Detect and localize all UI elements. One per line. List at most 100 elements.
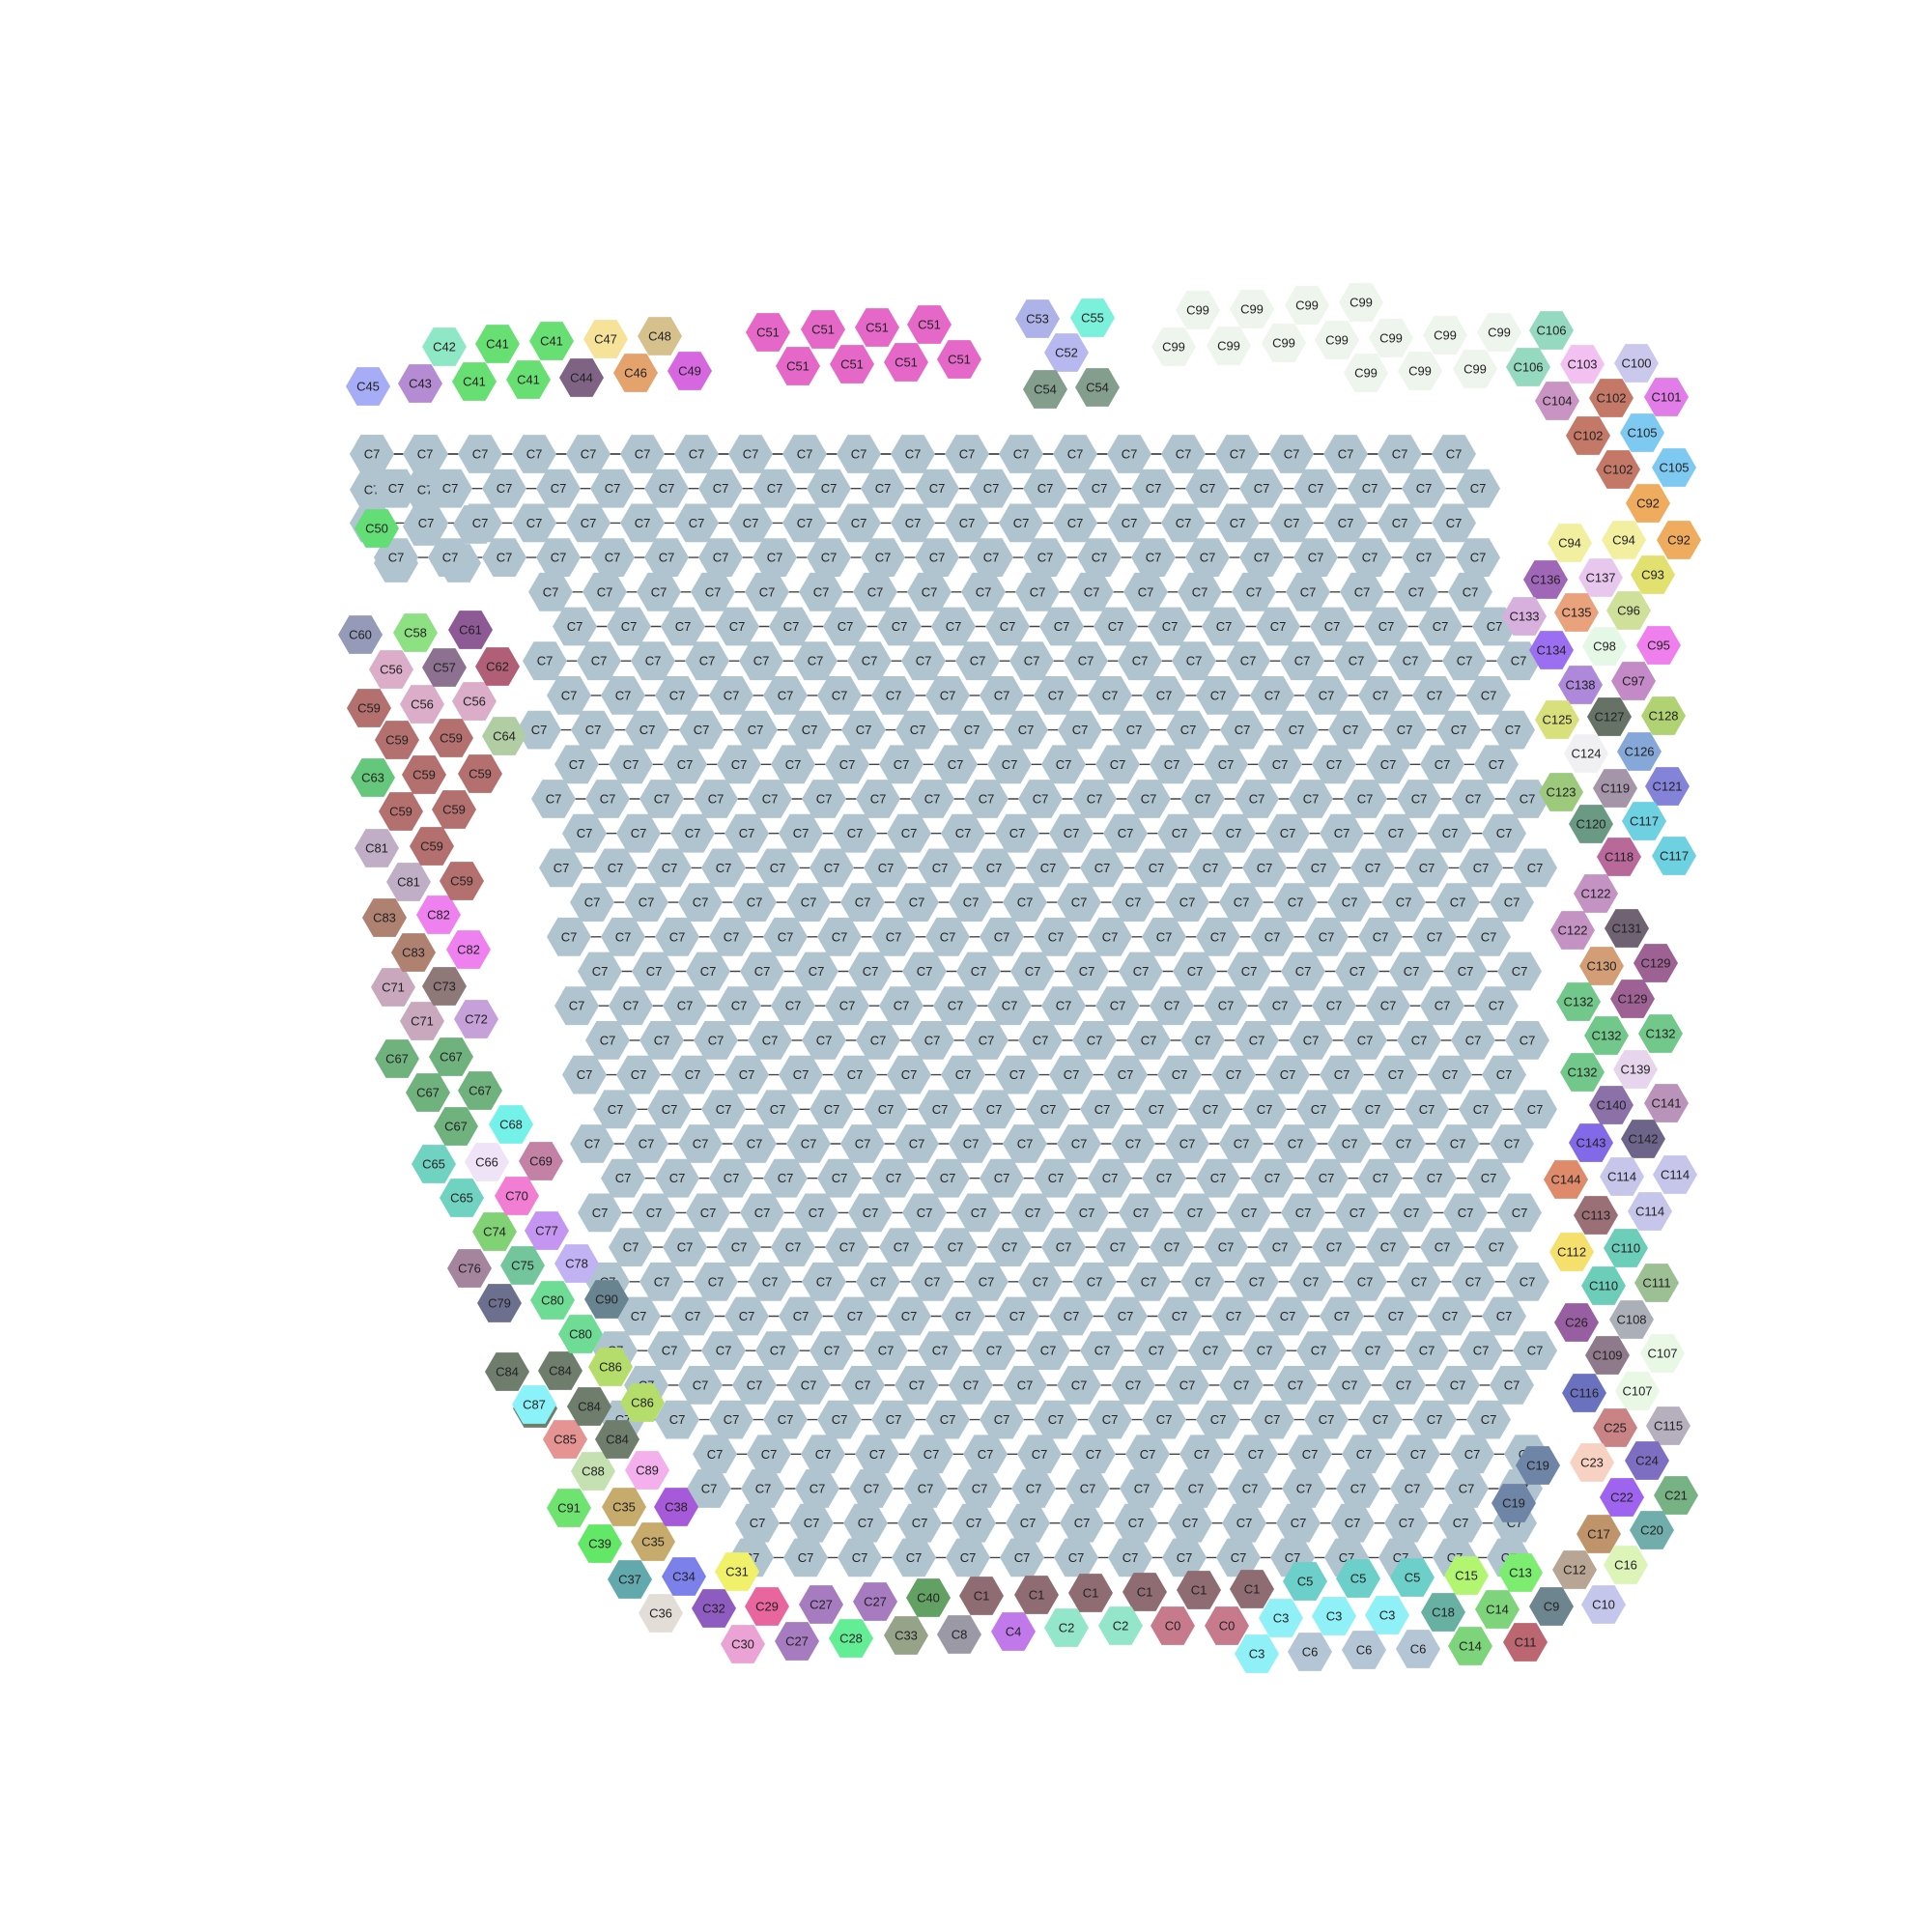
node-label: C7 — [1272, 1240, 1289, 1255]
node-hexagon — [1604, 1546, 1648, 1584]
node-hexagon — [1064, 641, 1108, 681]
node-c7: C7 — [891, 435, 935, 473]
node-c7: C7 — [763, 917, 808, 956]
node-hexagon — [1574, 1196, 1618, 1235]
node-hexagon — [745, 1587, 789, 1626]
node-label: C7 — [979, 792, 995, 807]
node-label: C7 — [955, 1067, 972, 1082]
node-c59: C59 — [375, 721, 419, 759]
node-label: C51 — [786, 359, 810, 374]
node-c126: C126 — [1617, 732, 1662, 771]
node-c1: C1 — [1122, 1573, 1167, 1611]
node-label: C7 — [983, 481, 1000, 496]
node-label: C7 — [701, 1482, 718, 1496]
node-hexagon — [440, 1179, 484, 1217]
node-hexagon — [991, 1612, 1036, 1651]
node-hexagon — [918, 1090, 962, 1129]
node-c7: C7 — [1168, 1503, 1212, 1543]
node-c7: C7 — [1289, 780, 1333, 818]
node-c7: C7 — [833, 1055, 877, 1094]
node-hexagon — [823, 607, 867, 646]
node-label: C7 — [964, 723, 980, 737]
node-hexagon — [717, 986, 761, 1026]
node-c7: C7 — [1034, 676, 1078, 715]
node-label: C7 — [1457, 654, 1473, 668]
node-label: C7 — [940, 1171, 956, 1185]
node-label: C80 — [569, 1327, 592, 1342]
node-label: C7 — [1249, 1033, 1265, 1047]
node-c7: C7 — [1397, 1262, 1441, 1301]
node-c7: C7 — [895, 1124, 939, 1163]
node-c19: C19 — [1516, 1446, 1560, 1485]
node-hexagon — [1134, 1331, 1179, 1371]
node-hexagon — [1273, 883, 1318, 922]
node-label: C7 — [1300, 584, 1317, 599]
node-label: C7 — [1280, 826, 1296, 840]
node-label: C7 — [1338, 516, 1354, 530]
node-hexagon — [1342, 1435, 1386, 1474]
node-label: C7 — [839, 757, 856, 772]
node-c141: C141 — [1644, 1084, 1689, 1122]
node-c7: C7 — [585, 1021, 630, 1060]
node-label: C7 — [1470, 551, 1487, 565]
node-hexagon — [1288, 1435, 1332, 1474]
node-label: C7 — [901, 1067, 918, 1082]
node-label: C130 — [1586, 959, 1616, 974]
node-hexagon — [1625, 1441, 1669, 1480]
node-hexagon — [1366, 745, 1410, 784]
node-label: C54 — [1086, 381, 1109, 395]
node-hexagon — [1196, 1400, 1240, 1439]
node-label: C7 — [948, 1240, 964, 1255]
node-hexagon — [338, 615, 383, 654]
node-c75: C75 — [500, 1246, 545, 1285]
node-hexagon — [1343, 780, 1387, 818]
node-label: C7 — [1064, 826, 1080, 840]
node-label: C7 — [810, 1482, 826, 1496]
node-label: C7 — [693, 1378, 709, 1392]
node-label: C7 — [1527, 1344, 1544, 1358]
node-label: C7 — [1463, 584, 1479, 599]
node-hexagon — [1350, 1331, 1395, 1371]
node-hexagon — [1459, 848, 1503, 888]
node-hexagon — [701, 848, 746, 888]
node-c7: C7 — [1394, 572, 1438, 611]
node-label: C7 — [852, 1550, 868, 1565]
node-c7: C7 — [1053, 435, 1097, 473]
node-hexagon — [639, 1021, 684, 1060]
node-label: C3 — [1326, 1609, 1343, 1624]
node-label: C7 — [1102, 929, 1119, 944]
node-c7: C7 — [1436, 710, 1481, 750]
node-label: C7 — [929, 551, 946, 565]
node-label: C7 — [986, 1102, 1003, 1117]
node-c7: C7 — [1490, 883, 1534, 922]
node-c7: C7 — [871, 1158, 916, 1198]
node-label: C7 — [1074, 1516, 1091, 1530]
node-hexagon — [1072, 780, 1117, 818]
node-hexagon — [1111, 1124, 1155, 1163]
node-c7: C7 — [1095, 1228, 1140, 1266]
node-hexagon — [721, 1625, 765, 1663]
node-c7: C7 — [909, 1435, 953, 1474]
node-label: C7 — [994, 1412, 1010, 1427]
node-label: C7 — [659, 551, 675, 565]
node-hexagon — [432, 790, 476, 829]
node-label: C7 — [1465, 792, 1482, 807]
node-hexagon — [1630, 1511, 1674, 1549]
node-hexagon — [838, 1538, 882, 1577]
node-hexagon — [1286, 572, 1330, 611]
node-label: C7 — [689, 516, 705, 530]
node-label: C35 — [641, 1535, 665, 1549]
node-c99: C99 — [1369, 319, 1413, 357]
node-label: C7 — [388, 481, 405, 496]
node-hexagon — [475, 325, 520, 363]
node-hexagon — [595, 1420, 639, 1459]
node-label: C7 — [1354, 584, 1371, 599]
node-hexagon — [1420, 745, 1464, 784]
node-hexagon — [1562, 1374, 1606, 1412]
node-label: C7 — [855, 1378, 871, 1392]
node-c7: C7 — [1348, 469, 1392, 508]
node-hexagon — [903, 1469, 948, 1508]
node-hexagon — [1094, 607, 1138, 646]
node-c7: C7 — [1179, 1435, 1224, 1474]
node-c7: C7 — [964, 780, 1009, 818]
